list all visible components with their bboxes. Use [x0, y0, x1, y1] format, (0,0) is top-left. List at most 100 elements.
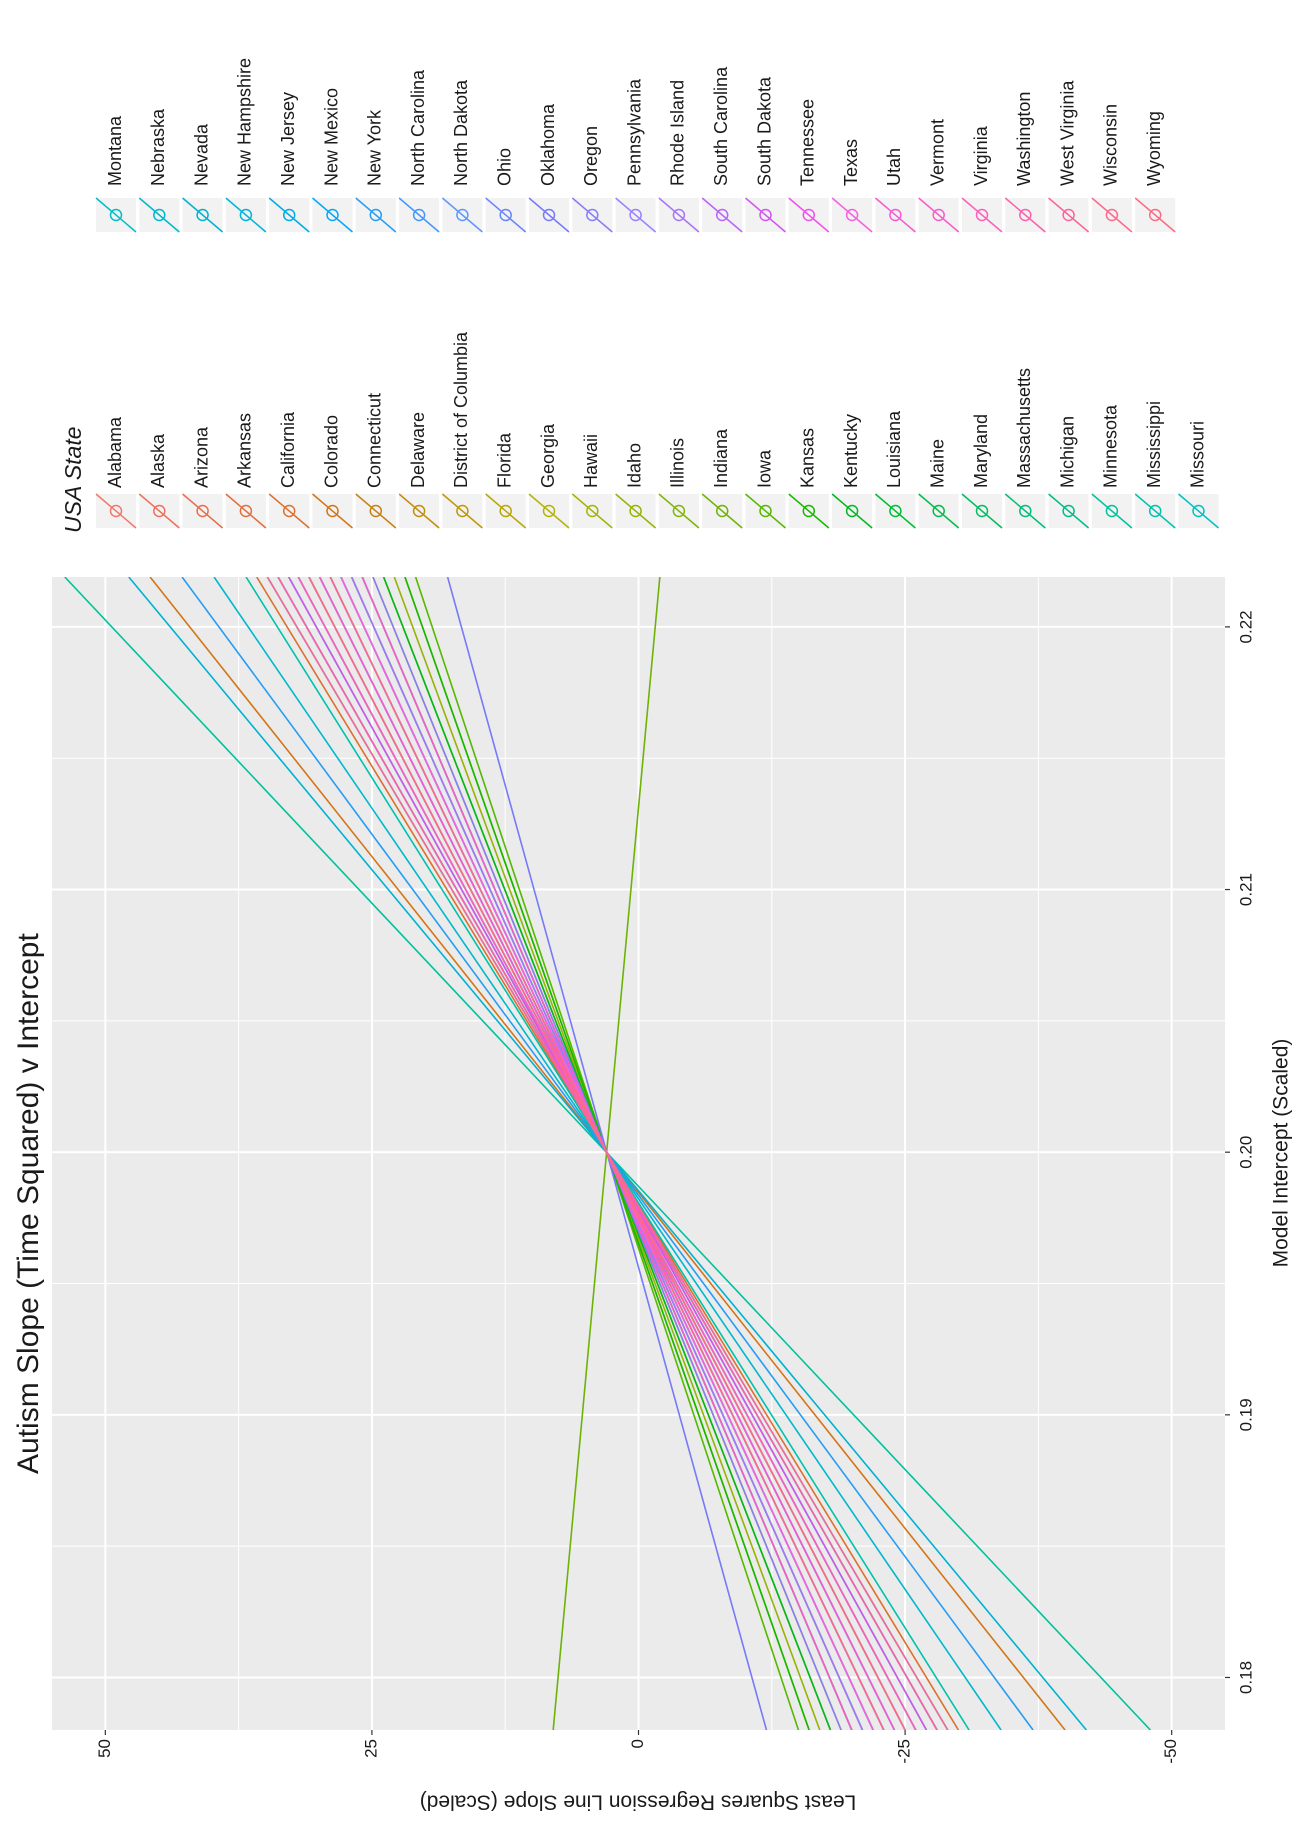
legend-label: North Carolina [408, 69, 428, 186]
legend-key-symbol [932, 504, 945, 518]
legend-key-line [1048, 197, 1090, 233]
legend-key-symbol [629, 208, 642, 222]
legend-label: Washington [1014, 92, 1034, 186]
legend-key-symbol [499, 504, 512, 518]
legend-key-line [528, 197, 570, 233]
legend-label: Idaho [624, 443, 644, 488]
legend-key-symbol [845, 504, 859, 518]
legend-key-line [441, 493, 483, 529]
legend-label: North Dakota [451, 79, 471, 186]
legend-key-line [1048, 493, 1090, 529]
y-tick-label: 25 [361, 1739, 380, 1758]
legend-key-symbol [153, 208, 166, 222]
legend-key-line [441, 197, 483, 233]
legend-label: South Carolina [711, 66, 731, 186]
legend-label: South Dakota [754, 76, 774, 186]
legend-label: Delaware [408, 412, 428, 488]
legend-key-symbol [282, 504, 296, 518]
legend-key-symbol [802, 208, 816, 222]
legend-label: California [278, 411, 298, 488]
legend-label: Michigan [1057, 416, 1077, 488]
legend-key-line [1134, 197, 1176, 233]
legend-key-line [788, 493, 830, 529]
legend-key-line [182, 197, 224, 233]
legend-key-line [268, 493, 310, 529]
x-axis-title: Model Intercept (Scaled) [1270, 1039, 1293, 1268]
legend-key-symbol [672, 504, 686, 518]
legend-key-symbol [975, 208, 989, 222]
legend-key-line [225, 197, 267, 233]
legend-title: USA State [60, 426, 86, 533]
legend-key-symbol [586, 208, 599, 222]
y-axis-title: Least Squares Regression Line Slope (Sca… [420, 1790, 857, 1813]
legend-key-symbol [412, 208, 426, 222]
legend-key-line [1091, 493, 1133, 529]
legend-label: Missouri [1187, 421, 1207, 488]
legend-label: New Mexico [321, 88, 341, 186]
legend-key-line [138, 197, 180, 233]
legend-key-symbol [412, 504, 426, 518]
legend-key-symbol [759, 208, 772, 222]
legend-key-line [95, 197, 137, 233]
x-tick-label: 0.21 [1236, 873, 1255, 906]
legend-key-symbol [1105, 504, 1119, 518]
legend-key-symbol [239, 208, 253, 222]
legend-label: Nebraska [148, 108, 168, 186]
legend-label: District of Columbia [451, 331, 471, 488]
legend-key-line [1004, 197, 1046, 233]
legend-label: Wisconsin [1101, 104, 1121, 186]
legend-key-symbol [759, 504, 772, 518]
legend-key-line [745, 493, 786, 529]
x-tick-label: 0.20 [1236, 1136, 1255, 1169]
y-tick-label: 0 [628, 1739, 647, 1748]
legend-label: Ohio [494, 148, 514, 186]
legend-key-symbol [975, 504, 989, 518]
legend-label: Maine [927, 439, 947, 488]
legend-key-symbol [196, 208, 209, 222]
series-line [308, 577, 906, 1730]
legend-key-line [1091, 197, 1133, 233]
legend-key-symbol [1062, 208, 1075, 222]
legend-key-line [312, 197, 353, 233]
legend-key-line [615, 197, 657, 233]
legend-key-symbol [629, 504, 642, 518]
x-tick-label: 0.19 [1236, 1398, 1255, 1431]
x-tick-label: 0.22 [1236, 610, 1255, 643]
legend-key-symbol [1062, 504, 1075, 518]
legend-label: Mississippi [1144, 401, 1164, 488]
legend-key-line [745, 197, 786, 233]
legend-label: Colorado [321, 415, 341, 488]
legend-label: Indiana [711, 428, 731, 488]
legend-label: Kentucky [841, 414, 861, 488]
legend-key-symbol [239, 504, 253, 518]
legend-key-line [571, 197, 613, 233]
legend-key-symbol [153, 504, 166, 518]
legend-key-line [918, 197, 960, 233]
legend-key-symbol [456, 208, 469, 222]
legend-key-line [658, 493, 700, 529]
legend-key-symbol [845, 208, 859, 222]
legend-key-line [831, 493, 873, 529]
legend-key-symbol [672, 208, 686, 222]
legend-label: Hawaii [581, 434, 601, 488]
legend-label: Oregon [581, 126, 601, 186]
legend-key-line [1178, 493, 1219, 529]
legend-label: New Hampshire [235, 58, 255, 186]
legend-key-line [571, 493, 613, 529]
legend-key-symbol [1019, 208, 1032, 222]
legend-label: Rhode Island [668, 80, 688, 186]
legend-label: Wyoming [1144, 111, 1164, 186]
legend-key-symbol [109, 208, 123, 222]
legend-key-symbol [932, 208, 945, 222]
legend-key-symbol [369, 208, 383, 222]
legend-key-line [528, 493, 570, 529]
legend-label: Tennessee [798, 99, 818, 186]
legend-key-symbol [326, 504, 339, 518]
chart-title: Autism Slope (Time Squared) v Intercept [12, 933, 45, 1474]
legend-key-line [701, 197, 743, 233]
legend-label: Montana [105, 115, 125, 186]
legend-label: Massachusetts [1014, 368, 1034, 488]
legend-key-line [961, 493, 1003, 529]
legend-key-symbol [1192, 504, 1205, 518]
legend-key-line [95, 493, 137, 529]
